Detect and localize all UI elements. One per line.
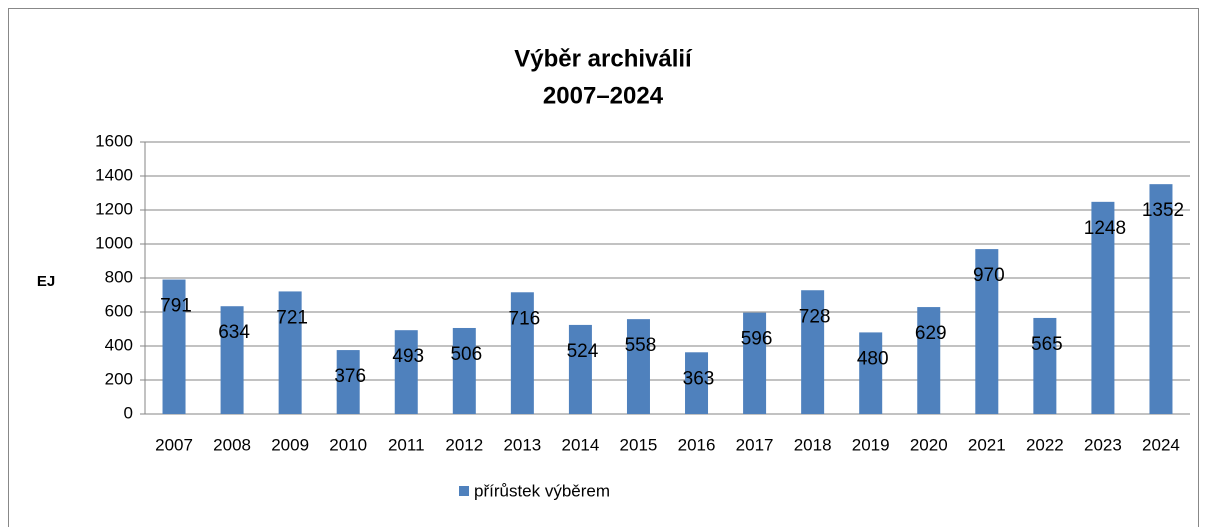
chart-title: Výběr archiválií	[514, 45, 693, 72]
legend-label: přírůstek výběrem	[474, 481, 610, 500]
data-label: 524	[567, 341, 599, 362]
bar	[685, 352, 709, 414]
x-tick-label: 2011	[388, 435, 425, 454]
data-label: 596	[741, 329, 773, 350]
y-tick-label: 1000	[95, 233, 133, 252]
bar	[626, 319, 650, 414]
bar	[510, 292, 534, 414]
data-label: 506	[450, 344, 482, 365]
data-label: 565	[1031, 334, 1063, 355]
bar	[220, 306, 244, 414]
bar	[1033, 317, 1057, 414]
data-label: 363	[683, 368, 715, 389]
bar	[975, 249, 999, 414]
x-tick-label: 2015	[620, 435, 658, 454]
y-tick-label: 200	[105, 369, 133, 388]
bar	[801, 290, 825, 414]
x-tick-label: 2023	[1084, 435, 1122, 454]
legend-swatch	[459, 486, 469, 496]
x-tick-label: 2016	[678, 435, 716, 454]
x-tick-label: 2014	[562, 435, 600, 454]
data-label: 493	[392, 346, 424, 367]
x-tick-label: 2008	[213, 435, 251, 454]
y-tick-label: 600	[105, 301, 133, 320]
x-tick-label: 2012	[445, 435, 483, 454]
data-label: 728	[799, 306, 831, 327]
y-axis-label: EJ	[37, 273, 55, 290]
data-label: 721	[276, 307, 308, 328]
data-label: 716	[509, 308, 541, 329]
bar	[394, 330, 418, 414]
y-tick-label: 1400	[95, 165, 133, 184]
x-tick-label: 2022	[1026, 435, 1064, 454]
x-tick-label: 2017	[736, 435, 774, 454]
y-tick-label: 1600	[95, 131, 133, 150]
bar	[1149, 184, 1173, 414]
chart-subtitle: 2007–2024	[543, 82, 664, 109]
y-tick-label: 800	[105, 267, 133, 286]
data-label: 1248	[1084, 218, 1126, 239]
bar	[743, 312, 767, 414]
y-tick-label: 0	[124, 403, 133, 422]
data-label: 376	[334, 366, 366, 387]
x-tick-label: 2010	[329, 435, 367, 454]
bar	[336, 350, 360, 414]
bar	[278, 291, 302, 414]
bar	[1091, 201, 1115, 414]
chart-frame	[8, 8, 1199, 527]
data-label: 970	[973, 265, 1005, 286]
bar	[452, 327, 476, 414]
x-tick-label: 2024	[1142, 435, 1180, 454]
y-tick-label: 400	[105, 335, 133, 354]
x-tick-label: 2020	[910, 435, 948, 454]
bar	[162, 279, 186, 414]
x-tick-label: 2019	[852, 435, 890, 454]
x-tick-label: 2013	[503, 435, 541, 454]
data-label: 1352	[1142, 200, 1184, 221]
x-tick-label: 2009	[271, 435, 309, 454]
x-tick-label: 2021	[968, 435, 1006, 454]
bar	[917, 307, 941, 414]
x-tick-label: 2018	[794, 435, 832, 454]
bar	[568, 324, 592, 414]
data-label: 791	[160, 296, 192, 317]
x-tick-label: 2007	[155, 435, 193, 454]
y-tick-label: 1200	[95, 199, 133, 218]
data-label: 480	[857, 348, 889, 369]
data-label: 558	[625, 335, 657, 356]
data-label: 629	[915, 323, 947, 344]
bar	[859, 332, 883, 414]
data-label: 634	[218, 322, 250, 343]
